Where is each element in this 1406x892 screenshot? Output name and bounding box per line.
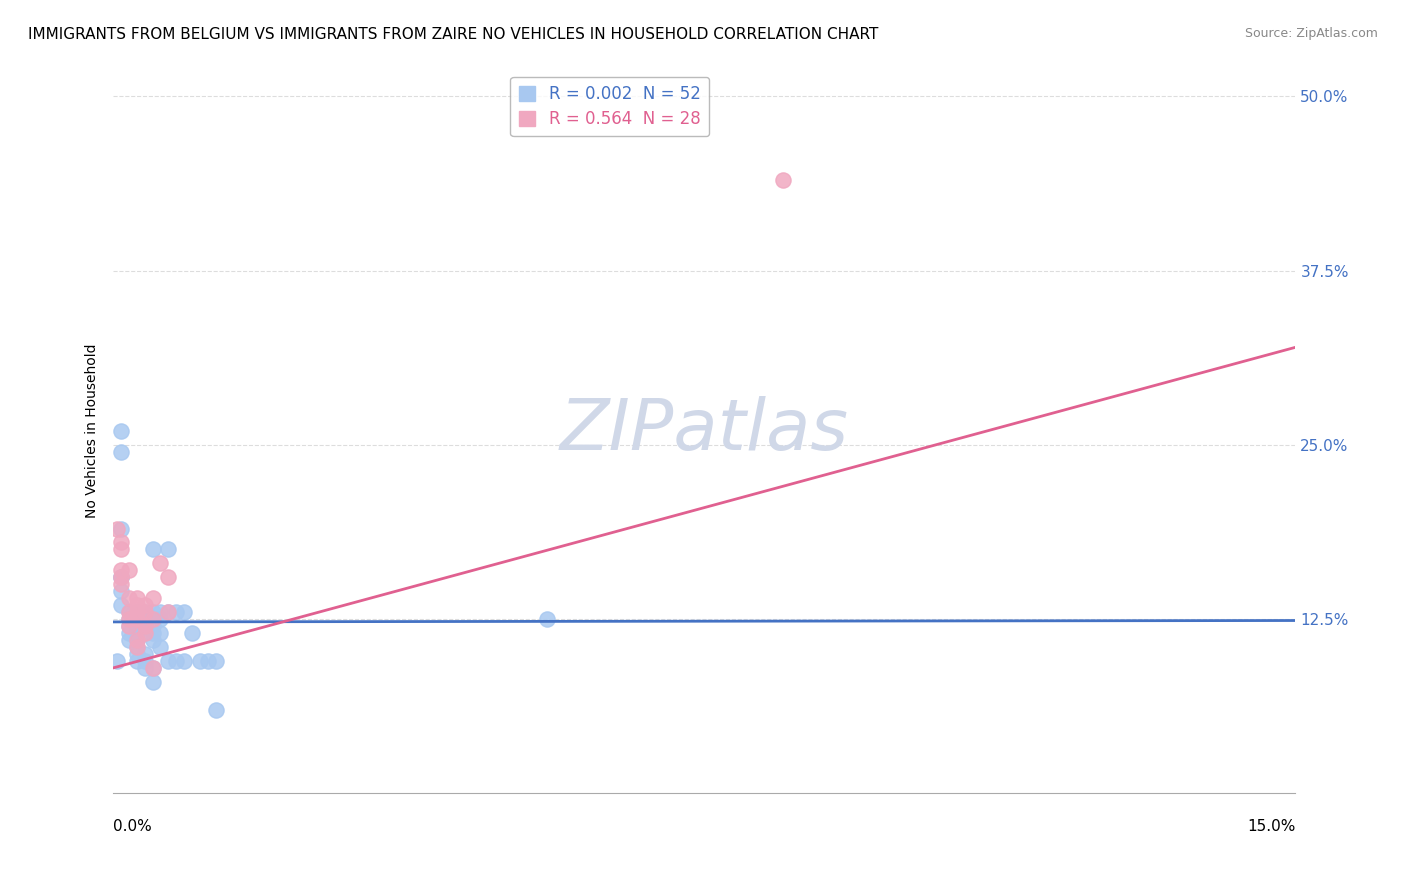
Point [118, 619, 141, 633]
Point [134, 647, 156, 661]
Point [134, 612, 156, 626]
Point [149, 605, 172, 619]
Point [204, 654, 226, 668]
Point [142, 661, 165, 675]
Point [105, 654, 128, 668]
Text: Source: ZipAtlas.com: Source: ZipAtlas.com [1244, 27, 1378, 40]
Point [142, 633, 165, 648]
Point [197, 654, 219, 668]
Point [110, 584, 132, 599]
Point [125, 633, 148, 648]
Point [157, 654, 180, 668]
Point [118, 612, 141, 626]
Point [134, 626, 156, 640]
Point [118, 563, 141, 577]
Point [125, 654, 148, 668]
Point [204, 703, 226, 717]
Point [125, 605, 148, 619]
Legend: R = 0.002  N = 52, R = 0.564  N = 28: R = 0.002 N = 52, R = 0.564 N = 28 [510, 77, 709, 136]
Point [125, 598, 148, 612]
Point [142, 612, 165, 626]
Point [149, 626, 172, 640]
Point [142, 605, 165, 619]
Point [165, 605, 187, 619]
Point [118, 612, 141, 626]
Point [142, 619, 165, 633]
Point [125, 612, 148, 626]
Point [142, 591, 165, 606]
Point [142, 542, 165, 557]
Point [125, 591, 148, 606]
Point [134, 598, 156, 612]
Point [125, 605, 148, 619]
Point [125, 640, 148, 654]
Point [188, 654, 211, 668]
Point [110, 570, 132, 584]
Point [118, 633, 141, 648]
Point [772, 173, 794, 187]
Point [165, 654, 187, 668]
Point [118, 591, 141, 606]
Text: ZIPatlas: ZIPatlas [560, 396, 849, 466]
Point [157, 570, 180, 584]
Point [118, 605, 141, 619]
Point [134, 626, 156, 640]
Point [149, 557, 172, 571]
Point [110, 598, 132, 612]
Text: 0.0%: 0.0% [114, 819, 152, 834]
Point [134, 605, 156, 619]
Point [110, 563, 132, 577]
Point [110, 577, 132, 591]
Point [157, 542, 180, 557]
Point [110, 522, 132, 536]
Point [105, 522, 128, 536]
Point [181, 626, 204, 640]
Point [110, 542, 132, 557]
Point [142, 626, 165, 640]
Point [125, 619, 148, 633]
Point [134, 619, 156, 633]
Point [142, 661, 165, 675]
Point [134, 661, 156, 675]
Point [110, 570, 132, 584]
Point [125, 647, 148, 661]
Point [110, 445, 132, 459]
Point [118, 626, 141, 640]
Point [125, 612, 148, 626]
Text: 15.0%: 15.0% [1247, 819, 1295, 834]
Point [110, 535, 132, 549]
Point [157, 605, 180, 619]
Point [157, 605, 180, 619]
Point [118, 605, 141, 619]
Point [125, 640, 148, 654]
Point [149, 612, 172, 626]
Point [125, 633, 148, 648]
Text: IMMIGRANTS FROM BELGIUM VS IMMIGRANTS FROM ZAIRE NO VEHICLES IN HOUSEHOLD CORREL: IMMIGRANTS FROM BELGIUM VS IMMIGRANTS FR… [28, 27, 879, 42]
Point [149, 640, 172, 654]
Point [125, 626, 148, 640]
Point [134, 619, 156, 633]
Point [110, 424, 132, 438]
Point [536, 612, 558, 626]
Point [134, 605, 156, 619]
Point [142, 674, 165, 689]
Point [118, 619, 141, 633]
Point [173, 605, 195, 619]
Y-axis label: No Vehicles in Household: No Vehicles in Household [86, 343, 100, 518]
Point [110, 570, 132, 584]
Point [173, 654, 195, 668]
Point [134, 654, 156, 668]
